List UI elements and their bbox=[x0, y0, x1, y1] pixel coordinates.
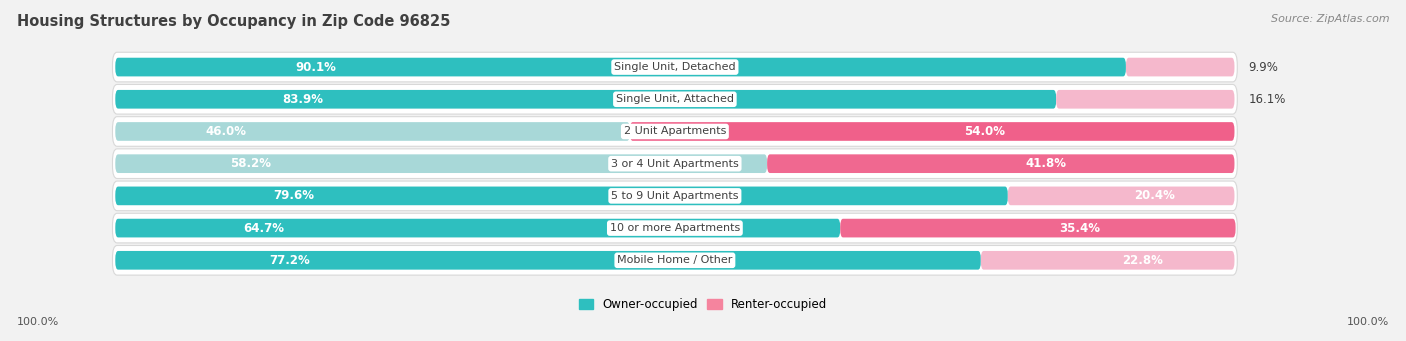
FancyBboxPatch shape bbox=[1056, 90, 1234, 108]
Text: 58.2%: 58.2% bbox=[231, 157, 271, 170]
Text: Mobile Home / Other: Mobile Home / Other bbox=[617, 255, 733, 265]
FancyBboxPatch shape bbox=[115, 90, 1056, 108]
FancyBboxPatch shape bbox=[112, 246, 1237, 275]
Text: 79.6%: 79.6% bbox=[274, 189, 315, 203]
Text: 77.2%: 77.2% bbox=[269, 254, 309, 267]
Text: 10 or more Apartments: 10 or more Apartments bbox=[610, 223, 740, 233]
Text: 90.1%: 90.1% bbox=[295, 61, 336, 74]
FancyBboxPatch shape bbox=[112, 52, 1237, 82]
Text: 35.4%: 35.4% bbox=[1059, 222, 1101, 235]
Text: 16.1%: 16.1% bbox=[1249, 93, 1286, 106]
FancyBboxPatch shape bbox=[1008, 187, 1234, 205]
FancyBboxPatch shape bbox=[115, 251, 981, 270]
Text: 3 or 4 Unit Apartments: 3 or 4 Unit Apartments bbox=[612, 159, 738, 169]
Text: 83.9%: 83.9% bbox=[283, 93, 323, 106]
FancyBboxPatch shape bbox=[112, 85, 1237, 114]
FancyBboxPatch shape bbox=[768, 154, 1234, 173]
Text: 100.0%: 100.0% bbox=[17, 317, 59, 327]
FancyBboxPatch shape bbox=[1126, 58, 1234, 76]
Text: 100.0%: 100.0% bbox=[1347, 317, 1389, 327]
Text: 9.9%: 9.9% bbox=[1249, 61, 1278, 74]
FancyBboxPatch shape bbox=[112, 181, 1237, 211]
Text: 22.8%: 22.8% bbox=[1122, 254, 1163, 267]
FancyBboxPatch shape bbox=[115, 58, 1126, 76]
FancyBboxPatch shape bbox=[115, 154, 768, 173]
Text: Housing Structures by Occupancy in Zip Code 96825: Housing Structures by Occupancy in Zip C… bbox=[17, 14, 450, 29]
Text: 64.7%: 64.7% bbox=[243, 222, 284, 235]
Text: 41.8%: 41.8% bbox=[1026, 157, 1067, 170]
FancyBboxPatch shape bbox=[112, 149, 1237, 178]
Text: Single Unit, Attached: Single Unit, Attached bbox=[616, 94, 734, 104]
FancyBboxPatch shape bbox=[115, 122, 630, 141]
Legend: Owner-occupied, Renter-occupied: Owner-occupied, Renter-occupied bbox=[574, 293, 832, 315]
Text: 20.4%: 20.4% bbox=[1135, 189, 1175, 203]
Text: Single Unit, Detached: Single Unit, Detached bbox=[614, 62, 735, 72]
FancyBboxPatch shape bbox=[112, 117, 1237, 146]
Text: 5 to 9 Unit Apartments: 5 to 9 Unit Apartments bbox=[612, 191, 738, 201]
Text: 46.0%: 46.0% bbox=[205, 125, 246, 138]
Text: Source: ZipAtlas.com: Source: ZipAtlas.com bbox=[1271, 14, 1389, 24]
FancyBboxPatch shape bbox=[112, 213, 1237, 243]
Text: 54.0%: 54.0% bbox=[965, 125, 1005, 138]
FancyBboxPatch shape bbox=[981, 251, 1234, 270]
FancyBboxPatch shape bbox=[115, 187, 1008, 205]
FancyBboxPatch shape bbox=[841, 219, 1236, 237]
FancyBboxPatch shape bbox=[115, 219, 841, 237]
FancyBboxPatch shape bbox=[630, 122, 1234, 141]
Text: 2 Unit Apartments: 2 Unit Apartments bbox=[624, 127, 725, 136]
